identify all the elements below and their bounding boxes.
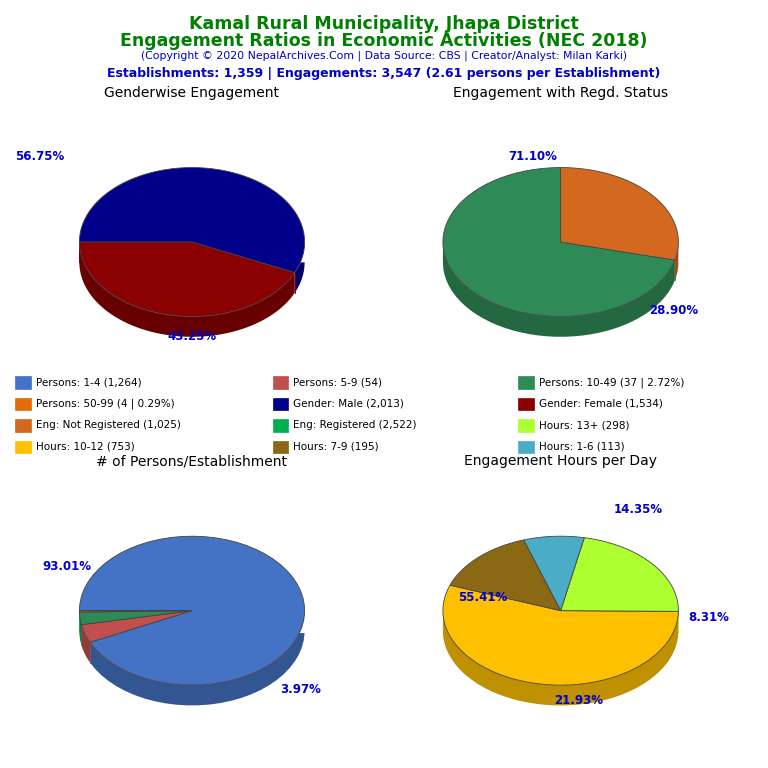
Text: 3.97%: 3.97% (280, 684, 320, 697)
Polygon shape (81, 611, 192, 642)
Text: Gender: Female (1,534): Gender: Female (1,534) (539, 399, 663, 409)
Title: Genderwise Engagement: Genderwise Engagement (104, 86, 280, 100)
Text: Persons: 10-49 (37 | 2.72%): Persons: 10-49 (37 | 2.72%) (539, 377, 684, 388)
Text: (Copyright © 2020 NepalArchives.Com | Data Source: CBS | Creator/Analyst: Milan : (Copyright © 2020 NepalArchives.Com | Da… (141, 51, 627, 61)
Text: 56.75%: 56.75% (15, 150, 65, 163)
Polygon shape (79, 167, 305, 273)
Text: 93.01%: 93.01% (42, 560, 91, 573)
Polygon shape (79, 612, 81, 645)
Text: Eng: Registered (2,522): Eng: Registered (2,522) (293, 420, 417, 431)
Text: Hours: 13+ (298): Hours: 13+ (298) (539, 420, 630, 431)
Polygon shape (79, 242, 295, 316)
Text: 43.25%: 43.25% (167, 330, 217, 343)
Polygon shape (450, 540, 561, 611)
Polygon shape (675, 244, 678, 280)
Text: 71.10%: 71.10% (508, 150, 557, 163)
Title: Engagement Hours per Day: Engagement Hours per Day (464, 455, 657, 468)
Polygon shape (81, 624, 90, 663)
Text: 28.90%: 28.90% (649, 304, 698, 317)
Polygon shape (79, 611, 192, 612)
Polygon shape (79, 611, 192, 624)
Text: Gender: Male (2,013): Gender: Male (2,013) (293, 399, 404, 409)
Text: 21.93%: 21.93% (554, 694, 603, 707)
Text: Hours: 10-12 (753): Hours: 10-12 (753) (36, 442, 135, 452)
Text: Hours: 1-6 (113): Hours: 1-6 (113) (539, 442, 624, 452)
Polygon shape (443, 585, 678, 685)
Text: Establishments: 1,359 | Engagements: 3,547 (2.61 persons per Establishment): Establishments: 1,359 | Engagements: 3,5… (108, 67, 660, 80)
Text: Persons: 50-99 (4 | 0.29%): Persons: 50-99 (4 | 0.29%) (36, 399, 175, 409)
Polygon shape (561, 538, 678, 611)
Text: 55.41%: 55.41% (458, 591, 508, 604)
Text: Eng: Not Registered (1,025): Eng: Not Registered (1,025) (36, 420, 181, 431)
Polygon shape (443, 167, 675, 316)
Polygon shape (443, 243, 675, 336)
Text: 14.35%: 14.35% (614, 503, 663, 516)
Polygon shape (79, 242, 305, 293)
Polygon shape (79, 242, 295, 337)
Polygon shape (79, 611, 305, 705)
Polygon shape (524, 536, 584, 611)
Text: 8.31%: 8.31% (689, 611, 730, 624)
Text: Persons: 5-9 (54): Persons: 5-9 (54) (293, 377, 382, 388)
Polygon shape (79, 536, 305, 685)
Title: # of Persons/Establishment: # of Persons/Establishment (97, 455, 287, 468)
Text: Kamal Rural Municipality, Jhapa District: Kamal Rural Municipality, Jhapa District (189, 15, 579, 33)
Text: Engagement Ratios in Economic Activities (NEC 2018): Engagement Ratios in Economic Activities… (121, 32, 647, 50)
Title: Engagement with Regd. Status: Engagement with Regd. Status (453, 86, 668, 100)
Polygon shape (561, 167, 678, 260)
Polygon shape (443, 611, 678, 706)
Text: Persons: 1-4 (1,264): Persons: 1-4 (1,264) (36, 377, 142, 388)
Text: Hours: 7-9 (195): Hours: 7-9 (195) (293, 442, 379, 452)
